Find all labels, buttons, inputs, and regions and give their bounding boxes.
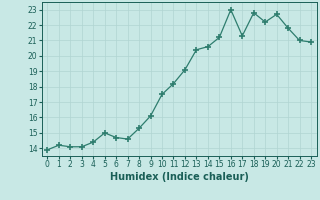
X-axis label: Humidex (Indice chaleur): Humidex (Indice chaleur) (110, 172, 249, 182)
